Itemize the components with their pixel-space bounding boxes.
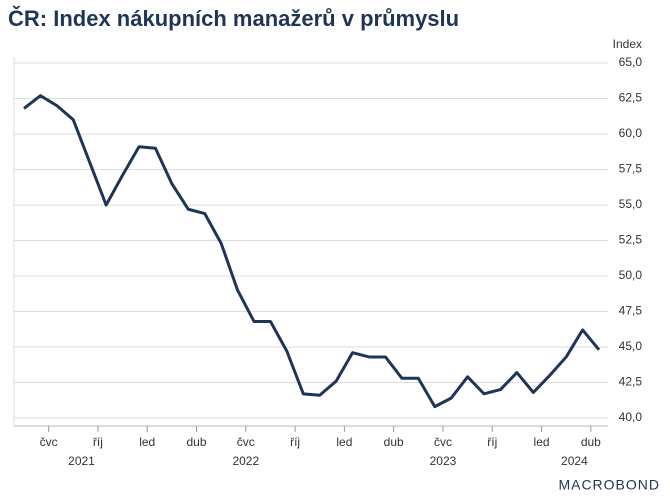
x-tick-label: čvc xyxy=(237,435,255,449)
x-tick-label: čvc xyxy=(40,435,58,449)
x-tick-label: dub xyxy=(384,435,404,449)
year-label: 2022 xyxy=(232,454,259,468)
y-tick-label: 60,0 xyxy=(619,126,643,140)
y-tick-label: 47,5 xyxy=(619,304,643,318)
x-tick-label: led xyxy=(139,435,155,449)
y-tick-label: 50,0 xyxy=(619,268,643,282)
y-tick-label: 42,5 xyxy=(619,375,643,389)
logo: MACROBOND xyxy=(558,477,660,493)
y-tick-label: 55,0 xyxy=(619,197,643,211)
x-tick-label: říj xyxy=(93,435,103,449)
y-tick-label: 52,5 xyxy=(619,233,643,247)
x-tick-label: dub xyxy=(186,435,206,449)
y-tick-label: 65,0 xyxy=(619,55,643,69)
x-tick-label: led xyxy=(534,435,550,449)
y-tick-label: 62,5 xyxy=(619,91,643,105)
x-tick-label: dub xyxy=(581,435,601,449)
chart-title: ČR: Index nákupních manažerů v průmyslu xyxy=(8,6,459,31)
year-label: 2021 xyxy=(68,454,95,468)
x-tick-label: říj xyxy=(487,435,497,449)
year-label: 2023 xyxy=(430,454,457,468)
line-series xyxy=(23,94,601,409)
x-tick-label: říj xyxy=(290,435,300,449)
y-tick-label: 40,0 xyxy=(619,410,643,424)
x-tick-label: čvc xyxy=(434,435,452,449)
year-label: 2024 xyxy=(561,454,588,468)
x-tick-label: led xyxy=(336,435,352,449)
y-tick-label: 57,5 xyxy=(619,162,643,176)
y-tick-label: 45,0 xyxy=(619,339,643,353)
y-axis-label: Index xyxy=(613,37,642,51)
